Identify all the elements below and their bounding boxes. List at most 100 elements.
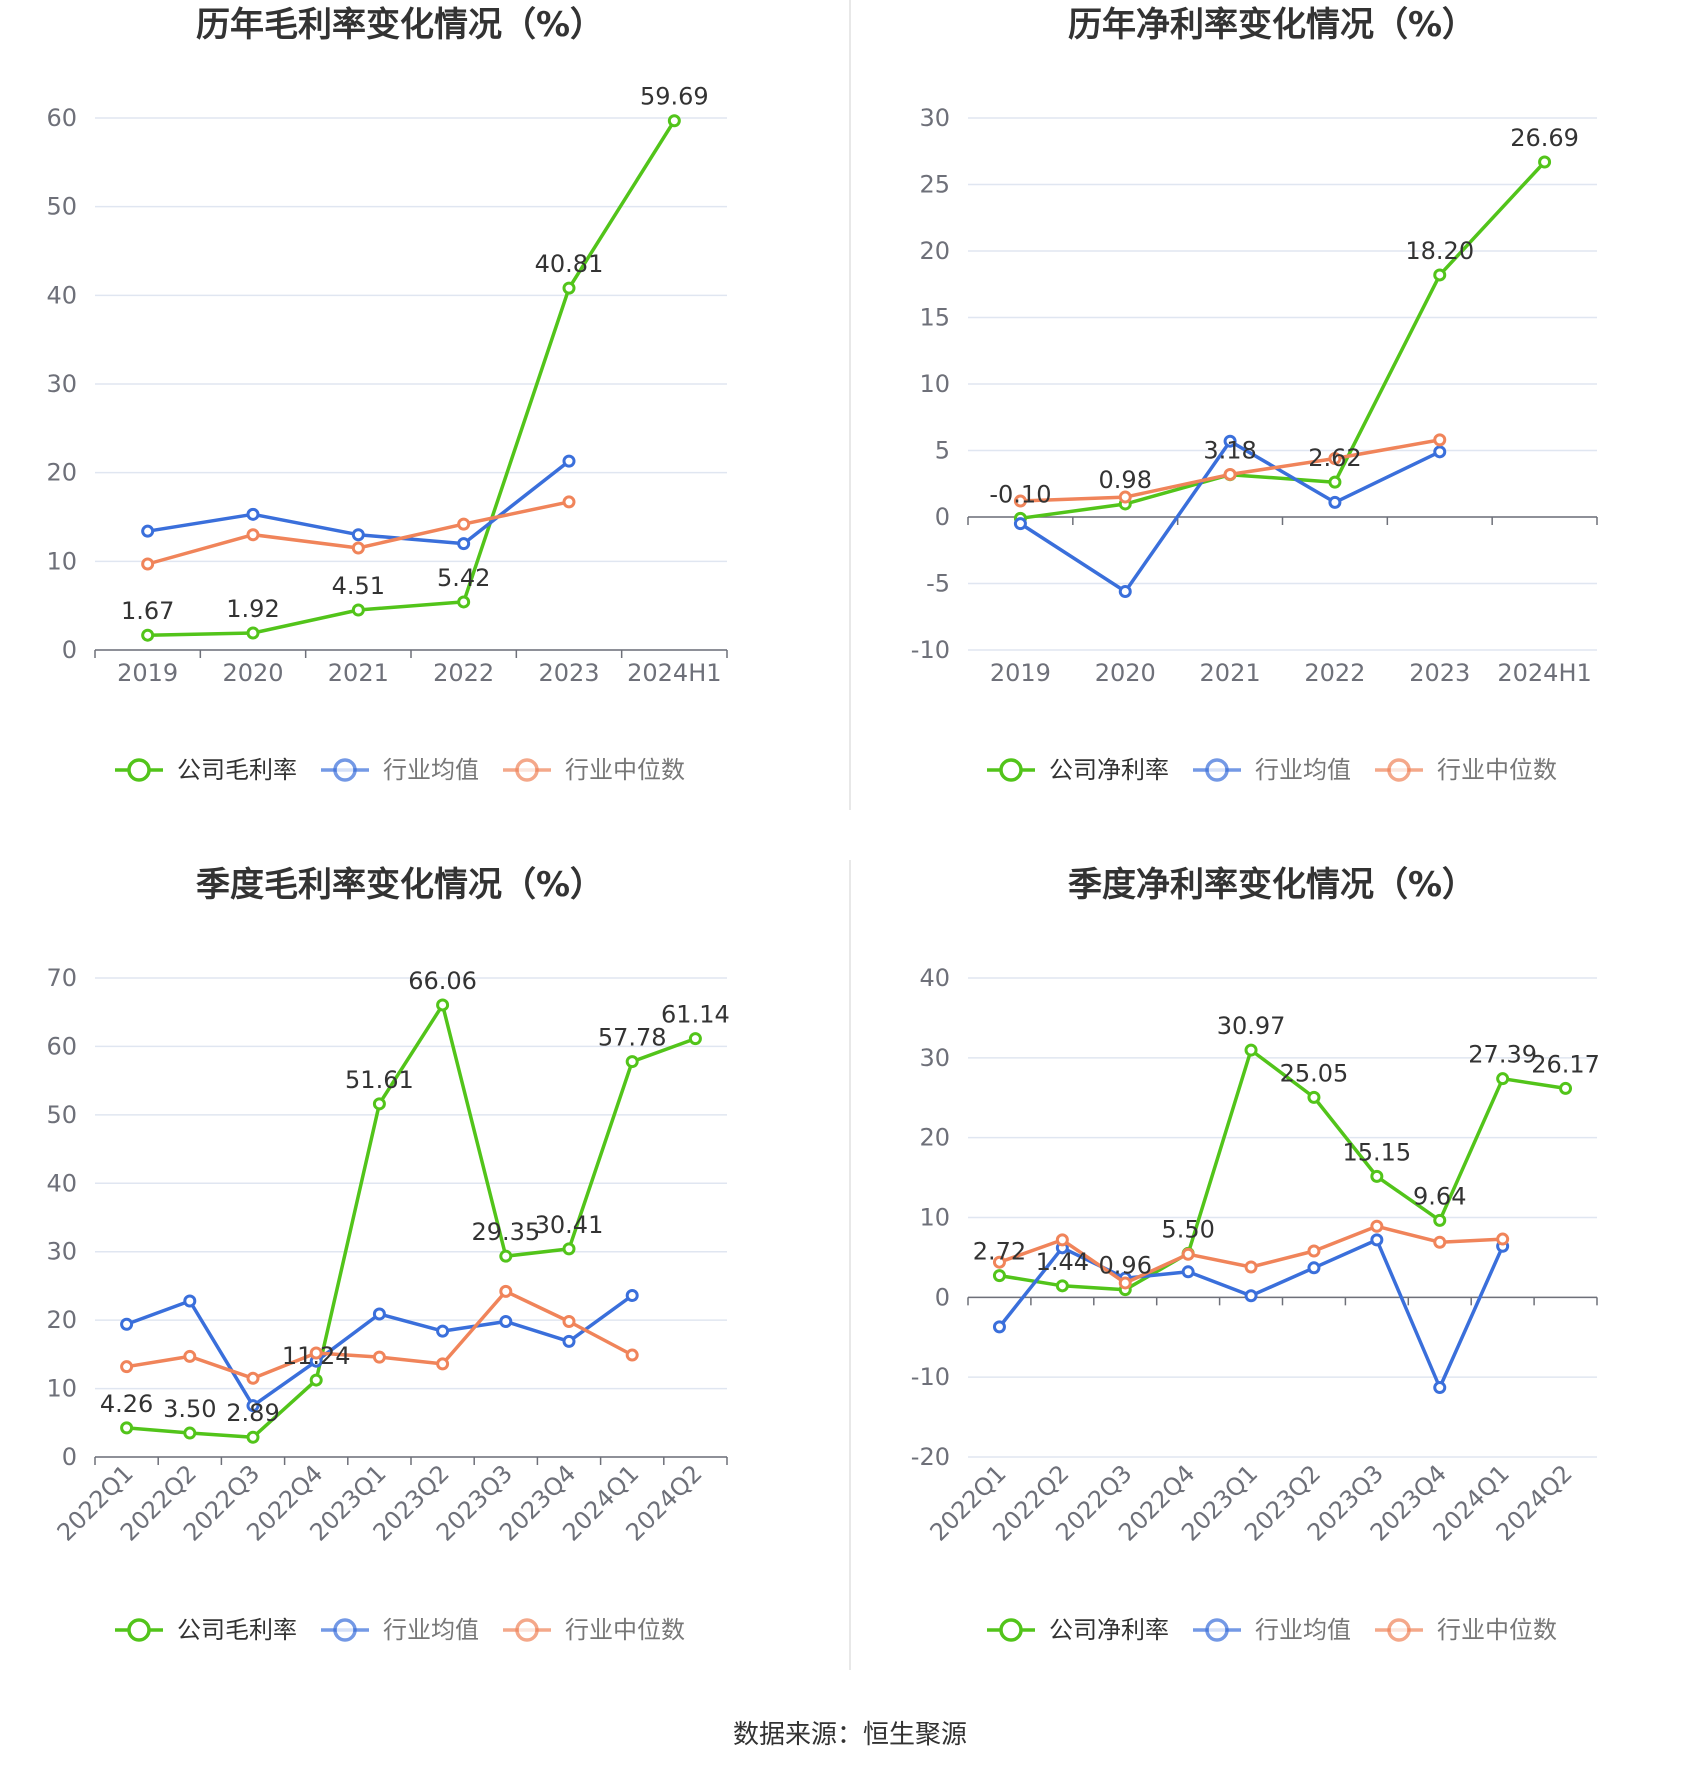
data-point [309,1346,323,1360]
data-point [1181,1265,1195,1279]
y-tick-label: 0 [62,1443,77,1471]
x-tick-label: 2023 [538,659,599,687]
y-tick-label: 10 [919,370,950,398]
data-point [1370,1233,1384,1247]
data-point [436,1324,450,1338]
data-point [625,1348,639,1362]
legend-item: 公司毛利率 [115,1616,297,1644]
data-point [562,1242,576,1256]
data-label: 66.06 [408,967,477,995]
data-point [1370,1219,1384,1233]
data-label: 61.14 [661,1001,730,1029]
annual-gross-margin-chart: 历年毛利率变化情况（%） 0 10 20 30 40 50 60 2019 2020 2021 202… [46,5,728,784]
y-tick-label: -5 [926,570,950,598]
legend-swatch-marker [999,758,1023,782]
legend-label: 公司毛利率 [177,1616,297,1644]
data-point [1433,268,1447,282]
legend-item: 公司毛利率 [115,756,297,784]
legend-swatch-marker [1205,758,1229,782]
y-tick-label: 0 [935,503,950,531]
data-point [1223,467,1237,481]
data-label: 0.98 [1099,466,1152,494]
data-point [436,998,450,1012]
data-point [351,528,365,542]
legend-label: 行业中位数 [565,756,685,784]
data-label: 4.26 [100,1390,153,1418]
y-tick-label: 0 [62,636,77,664]
legend-label: 公司净利率 [1049,756,1169,784]
data-point [1118,490,1132,504]
legend-swatch-marker [333,1618,357,1642]
data-point [372,1097,386,1111]
legend-swatch-marker [515,1618,539,1642]
data-label: 1.92 [226,595,279,623]
y-tick-label: -20 [911,1443,950,1471]
legend-label: 公司净利率 [1049,1616,1169,1644]
data-point [1244,1043,1258,1057]
legend-item: 行业中位数 [1375,756,1557,784]
data-point [1328,475,1342,489]
legend-label: 行业均值 [1255,1616,1351,1644]
data-point [372,1307,386,1321]
x-tick-label: 2022 [433,659,494,687]
data-point [1244,1260,1258,1274]
series-line [126,1289,634,1381]
quarterly-net-margin-chart: 季度净利率变化情况（%）-20-100102030402022Q12022Q22… [911,865,1600,1644]
data-point [562,1334,576,1348]
data-label: 4.51 [332,572,385,600]
data-point [1244,1289,1258,1303]
legend-swatch-marker [1387,1618,1411,1642]
series-line [126,1003,696,1439]
y-tick-label: 70 [46,964,77,992]
chart-title: 季度净利率变化情况（%） [1068,865,1476,905]
data-point [1307,1090,1321,1104]
y-tick-label: 0 [935,1283,950,1311]
series-line [147,119,676,637]
data-point [1433,445,1447,459]
legend-item: 行业中位数 [503,1616,685,1644]
data-point [120,1317,134,1331]
data-label: 2.72 [973,1238,1026,1266]
data-point [625,1289,639,1303]
quarterly-gross-margin-chart: 季度毛利率变化情况（%）0102030405060702022Q12022Q22… [46,865,729,1644]
legend-item: 行业均值 [321,1616,479,1644]
legend-label: 行业中位数 [565,1616,685,1644]
data-point [246,1430,260,1444]
y-tick-label: -10 [911,636,950,664]
data-point [1433,1381,1447,1395]
chart-title: 历年净利率变化情况（%） [1068,5,1476,45]
data-point [1328,495,1342,509]
data-point [1013,494,1027,508]
data-label: 11.24 [282,1342,351,1370]
data-point [120,1421,134,1435]
legend-swatch-marker [999,1618,1023,1642]
y-tick-label: 50 [46,193,77,221]
data-point [562,1315,576,1329]
data-point [992,1269,1006,1283]
data-point [1013,517,1027,531]
data-point [1307,1261,1321,1275]
data-label: 29.35 [471,1218,540,1246]
series-line [999,1048,1566,1292]
x-tick-label: 2023 [1409,659,1470,687]
y-tick-label: 40 [46,1169,77,1197]
y-tick-label: 25 [919,171,950,199]
data-point [1328,451,1342,465]
y-tick-label: 20 [46,459,77,487]
data-source: 数据来源：恒生聚源 [733,1720,967,1750]
data-point [992,1255,1006,1269]
data-point [436,1357,450,1371]
y-tick-label: 20 [46,1306,77,1334]
data-point [1559,1081,1573,1095]
data-label: 25.05 [1280,1059,1349,1087]
chart-title: 历年毛利率变化情况（%） [196,5,604,45]
y-tick-label: 20 [919,1124,950,1152]
legend-item: 行业均值 [321,756,479,784]
data-point [1055,1279,1069,1293]
data-point [1496,1232,1510,1246]
y-tick-label: 10 [46,1375,77,1403]
legend-label: 行业均值 [1255,756,1351,784]
data-point [1538,155,1552,169]
data-point [457,595,471,609]
